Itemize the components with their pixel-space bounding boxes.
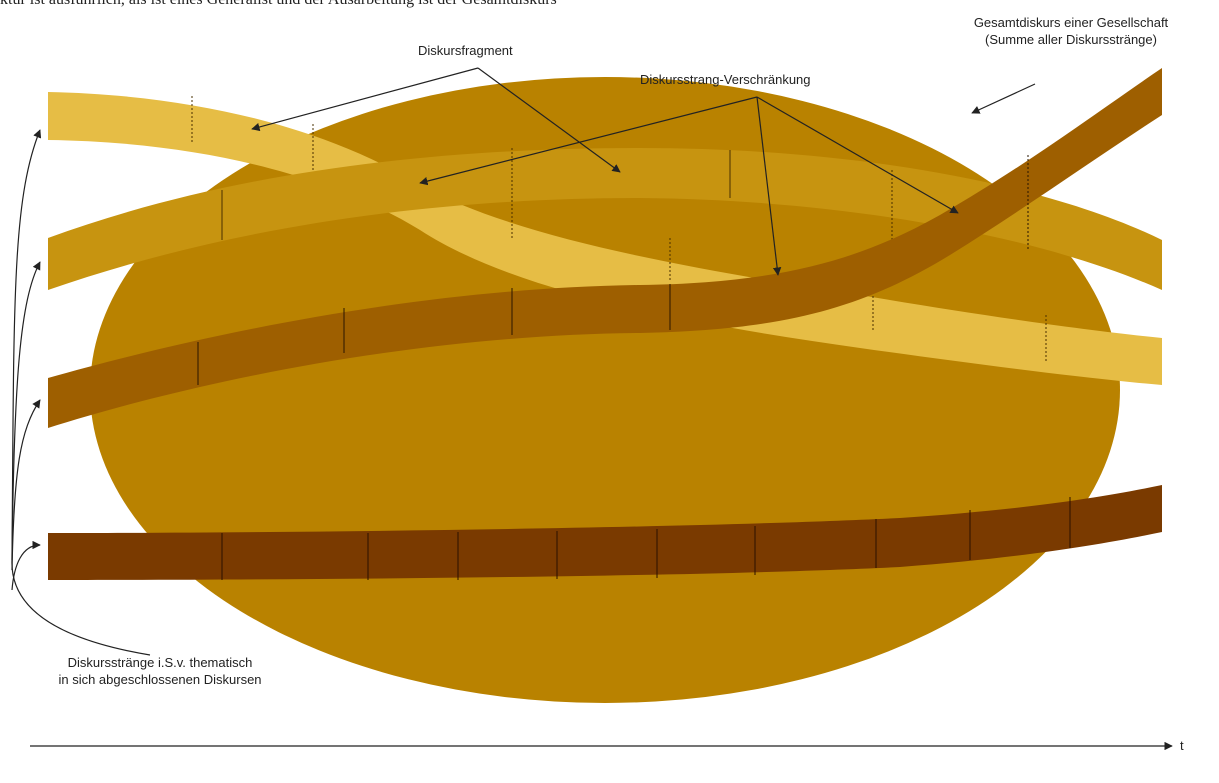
total-discourse-line2: (Summe aller Diskursstränge) [985, 32, 1157, 47]
intertwining-label: Diskursstrang-Verschränkung [640, 72, 811, 87]
darkest-strand-fragment-separators [221, 497, 1071, 580]
strands-line2: in sich abgeschlossenen Diskursen [58, 672, 262, 687]
strand-dark [48, 68, 1162, 428]
intertwining-arrows [419, 96, 959, 276]
total-discourse-label: Gesamtdiskurs einer Gesellschaft (Summe … [926, 14, 1216, 48]
strand-bracket-arrows [11, 129, 151, 656]
strand-mid [48, 148, 1162, 290]
strands-label: Diskursstränge i.S.v. thematisch in sich… [15, 654, 305, 688]
dark-strand-fragment-separators [197, 155, 1029, 385]
total-discourse-arrow [971, 83, 1036, 114]
fragment-label: Diskursfragment [418, 43, 513, 58]
time-axis-label: t [1180, 738, 1184, 753]
cut-off-caption: ktur ist ausführlich, als ist eines Gene… [0, 0, 1219, 9]
strand-light [48, 92, 1162, 385]
mid-strand-fragment-separators [221, 148, 893, 265]
strand-darkest [48, 485, 1162, 580]
total-discourse-line1: Gesamtdiskurs einer Gesellschaft [973, 15, 1169, 30]
strands-line1: Diskursstränge i.S.v. thematisch [67, 655, 253, 670]
fragment-arrows [251, 67, 621, 173]
